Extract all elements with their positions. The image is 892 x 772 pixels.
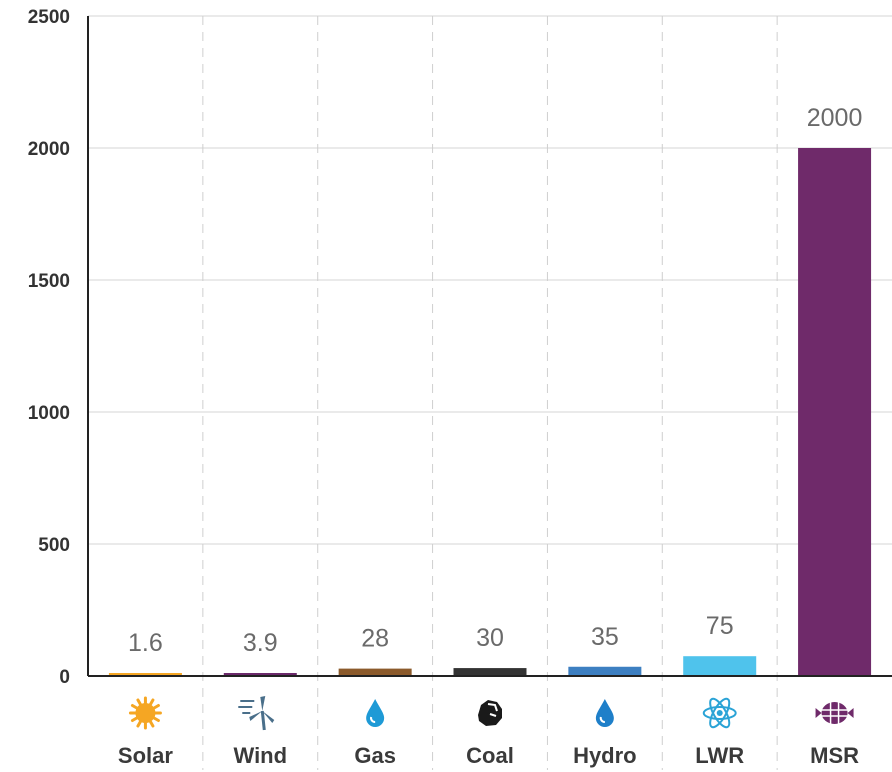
value-labels: 1.6 3.9 28 30 35 75 2000 bbox=[128, 104, 862, 657]
vertical-grid-lines bbox=[202, 16, 778, 770]
gas-drop-icon bbox=[366, 699, 385, 727]
x-tick-label-msr: MSR bbox=[810, 743, 859, 768]
bars bbox=[108, 148, 872, 676]
y-tick-label: 500 bbox=[38, 535, 70, 556]
wind-turbine-icon bbox=[238, 696, 275, 731]
bar-gas bbox=[338, 668, 412, 676]
grid-lines bbox=[88, 15, 892, 545]
molten-salt-reactor-icon bbox=[815, 702, 854, 724]
bar-lwr bbox=[683, 656, 757, 676]
value-label-hydro: 35 bbox=[591, 623, 619, 651]
bar-coal bbox=[453, 668, 527, 676]
y-tick-label: 0 bbox=[59, 667, 70, 688]
y-tick-label: 1500 bbox=[28, 271, 70, 292]
y-tick-label: 1000 bbox=[28, 403, 70, 424]
bar-solar bbox=[108, 673, 182, 676]
x-tick-label-lwr: LWR bbox=[695, 743, 744, 768]
value-label-lwr: 75 bbox=[706, 612, 734, 640]
axes bbox=[87, 16, 892, 677]
category-icons bbox=[128, 696, 854, 731]
y-tick-label: 2000 bbox=[28, 139, 70, 160]
coal-lump-icon bbox=[478, 700, 502, 726]
y-tick-label: 2500 bbox=[28, 7, 70, 28]
atom-icon bbox=[702, 697, 737, 729]
x-tick-label-solar: Solar bbox=[118, 743, 173, 768]
x-tick-label-coal: Coal bbox=[466, 743, 514, 768]
value-label-gas: 28 bbox=[361, 625, 389, 653]
x-tick-label-gas: Gas bbox=[354, 743, 396, 768]
value-label-msr: 2000 bbox=[807, 104, 863, 132]
value-label-wind: 3.9 bbox=[243, 629, 278, 657]
water-drop-icon bbox=[595, 699, 614, 727]
sun-icon bbox=[128, 696, 162, 730]
x-tick-label-hydro: Hydro bbox=[573, 743, 637, 768]
value-label-coal: 30 bbox=[476, 624, 504, 652]
y-tick-labels: 0 500 1000 1500 2000 2500 bbox=[28, 7, 70, 688]
bar-msr bbox=[798, 148, 872, 676]
x-tick-labels: Solar Wind Gas Coal Hydro LWR MSR bbox=[118, 743, 859, 768]
bar-hydro bbox=[568, 666, 642, 676]
x-tick-label-wind: Wind bbox=[234, 743, 288, 768]
value-label-solar: 1.6 bbox=[128, 629, 163, 657]
bar-wind bbox=[223, 673, 297, 676]
